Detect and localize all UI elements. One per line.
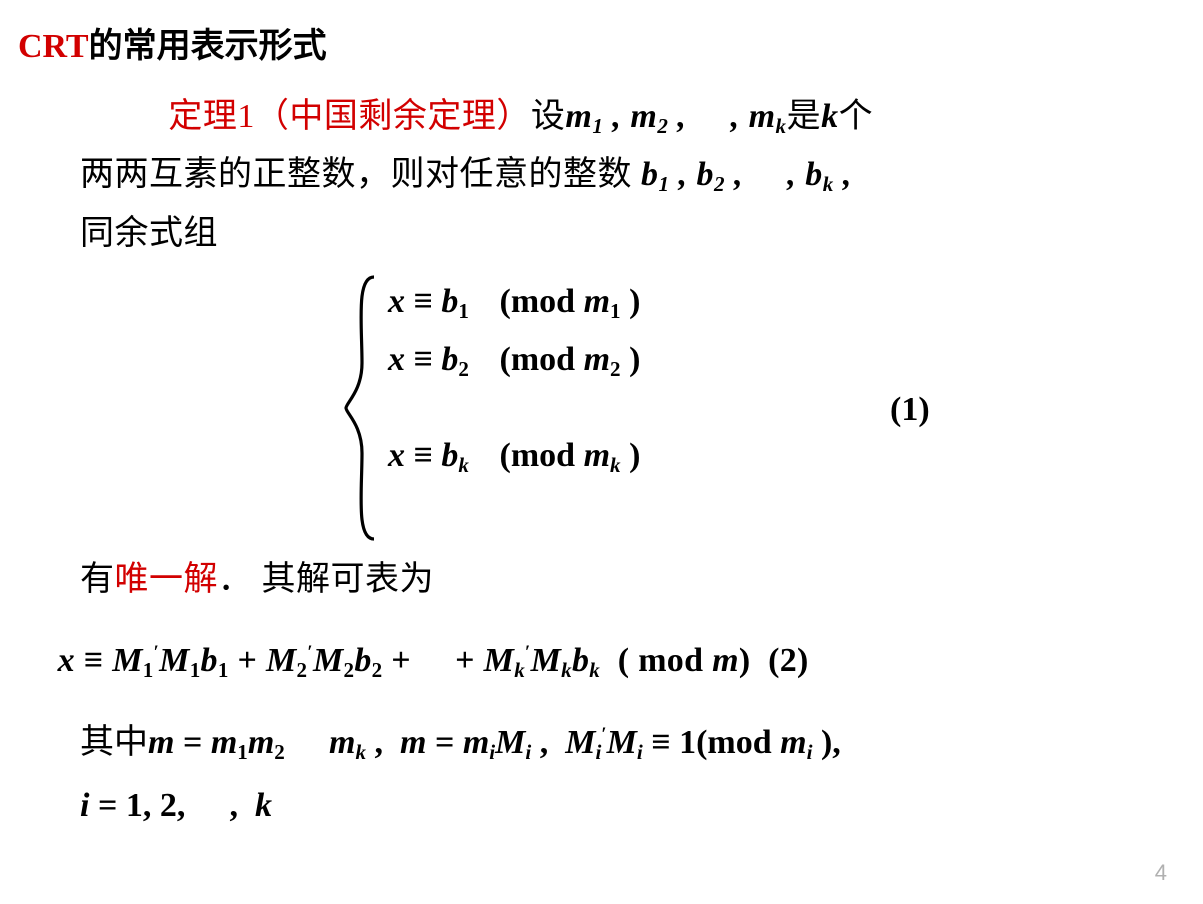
sol-d: 其解可表为 bbox=[262, 561, 435, 598]
equation-number-1: (1) bbox=[890, 381, 930, 439]
sol-c: ． bbox=[218, 561, 253, 598]
text-she: 设 bbox=[531, 98, 566, 135]
theorem-label: 定理1 bbox=[168, 98, 255, 135]
theorem-line-1: 定理1（中国剩余定理）设m1 , m2 ,, mk是k个 bbox=[80, 88, 1140, 146]
theorem-name: （中国剩余定理） bbox=[255, 98, 531, 135]
system-row-k: x ≡ bk(mod mk ) bbox=[388, 427, 640, 485]
m-list: m1 , m2 ,, mk bbox=[565, 98, 786, 135]
title-rest: 的常用表示形式 bbox=[89, 28, 327, 65]
solution-formula: x ≡ M1′M1b1 + M2′M2b2 ++ Mk′Mkbk ( mod m… bbox=[40, 632, 1140, 690]
system-row-2: x ≡ b2(mod m2 ) bbox=[388, 331, 640, 389]
k-var: k bbox=[821, 98, 839, 135]
b-list: b1 , b2 ,, bk , bbox=[641, 156, 852, 193]
where-label: 其中 bbox=[80, 724, 148, 761]
left-brace-icon bbox=[342, 273, 382, 543]
slide: CRT的常用表示形式 定理1（中国剩余定理）设m1 , m2 ,, mk是k个 … bbox=[0, 0, 1203, 904]
page-number: 4 bbox=[1155, 860, 1167, 886]
sol-b: 唯一解 bbox=[115, 561, 219, 598]
system-rows: x ≡ b1(mod m1 ) x ≡ b2(mod m2 ) x ≡ bk(m… bbox=[388, 273, 640, 485]
text-shi: 是 bbox=[787, 98, 822, 135]
text-ge: 个 bbox=[839, 98, 874, 135]
where-block: 其中m = m1m2mk , m = miMi , Mi′Mi ≡ 1(mod … bbox=[80, 712, 1140, 838]
theorem-line-2: 两两互素的正整数，则对任意的整数 b1 , b2 ,, bk , bbox=[80, 146, 1140, 204]
slide-title: CRT的常用表示形式 bbox=[18, 18, 327, 67]
sol-a: 有 bbox=[80, 561, 115, 598]
line2-a: 两两互素的正整数，则对任意的整数 bbox=[80, 156, 641, 193]
theorem-line-3: 同余式组 bbox=[80, 205, 1140, 263]
system-vdots bbox=[388, 389, 640, 427]
solution-line: 有唯一解． 其解可表为 bbox=[80, 551, 1140, 609]
congruence-system: x ≡ b1(mod m1 ) x ≡ b2(mod m2 ) x ≡ bk(m… bbox=[80, 273, 1140, 543]
slide-body: 定理1（中国剩余定理）设m1 , m2 ,, mk是k个 两两互素的正整数，则对… bbox=[80, 88, 1140, 838]
title-crt: CRT bbox=[18, 28, 89, 65]
system-row-1: x ≡ b1(mod m1 ) bbox=[388, 273, 640, 331]
equation-number-2: (2) bbox=[768, 642, 809, 679]
